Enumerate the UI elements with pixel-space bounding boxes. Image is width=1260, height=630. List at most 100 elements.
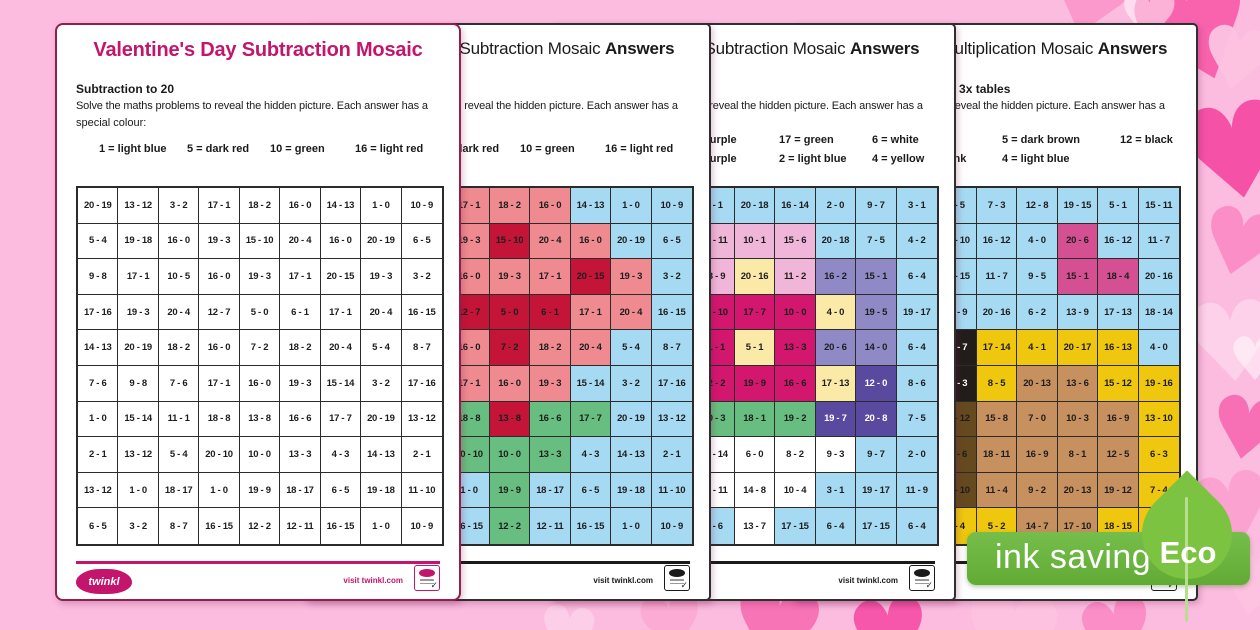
- grid-cell: 7 - 2: [239, 330, 281, 366]
- grid-cell: 16 - 0: [570, 223, 612, 260]
- grid-cell: 16 - 12: [1098, 223, 1139, 260]
- grid-cell: 16 - 14: [775, 188, 816, 224]
- grid-cell: 5 - 4: [611, 330, 652, 366]
- grid-cell: 12 - 8: [1017, 188, 1058, 224]
- grid-cell: 6 - 4: [896, 330, 937, 366]
- grid-cell: 17 - 15: [775, 508, 816, 544]
- grid-cell: 17 - 7: [320, 401, 362, 438]
- grid-cell: 15 - 14: [570, 365, 612, 402]
- grid-cell: 3 - 1: [815, 472, 857, 509]
- grid-cell: 8 - 7: [651, 330, 692, 366]
- grid-cell: 5 - 4: [361, 330, 402, 366]
- grid-cell: 16 - 2: [815, 259, 857, 295]
- grid-cell: 19 - 12: [1098, 472, 1139, 509]
- grid-cell: 19 - 2: [775, 401, 816, 438]
- grid-cell: 20 - 10: [199, 437, 240, 473]
- grid-cell: 5 - 4: [78, 223, 119, 260]
- worksheet-page-questions: Valentine's Day Subtraction Mosaic Subtr…: [55, 23, 461, 601]
- grid-cell: 18 - 14: [1138, 294, 1179, 331]
- grid-cell: 20 - 4: [158, 294, 200, 331]
- key-item: 10 = green: [270, 143, 325, 155]
- grid-cell: 3 - 2: [611, 365, 652, 402]
- grid-cell: 16 - 15: [320, 508, 362, 544]
- grid-cell: 7 - 2: [489, 330, 531, 366]
- grid-cell: 8 - 6: [896, 365, 937, 402]
- key-item: 4 = light blue: [1002, 153, 1070, 165]
- grid-cell: 8 - 7: [401, 330, 442, 366]
- grid-cell: 20 - 6: [1057, 223, 1099, 260]
- grid-cell: 18 - 1: [734, 401, 776, 438]
- key-item: 16 = light red: [605, 143, 674, 155]
- grid-cell: 16 - 0: [530, 188, 571, 224]
- grid-cell: 14 - 13: [78, 330, 119, 366]
- grid-cell: 20 - 17: [1057, 330, 1099, 366]
- grid-cell: 9 - 8: [118, 365, 159, 402]
- grid-cell: 18 - 2: [280, 330, 321, 366]
- grid-cell: 19 - 3: [239, 259, 281, 295]
- grid-cell: 1 - 0: [611, 188, 652, 224]
- grid-cell: 17 - 16: [401, 365, 442, 402]
- grid-cell: 20 - 4: [570, 330, 612, 366]
- grid-cell: 11 - 4: [976, 472, 1018, 509]
- grid-cell: 20 - 16: [976, 294, 1018, 331]
- grid-cell: 20 - 19: [611, 401, 652, 438]
- key-item: 12 = black: [1120, 134, 1173, 146]
- grid-cell: 5 - 0: [489, 294, 531, 331]
- grid-cell: 4 - 0: [1138, 330, 1179, 366]
- grid-cell: 2 - 0: [815, 188, 857, 224]
- key-item: 10 = green: [520, 143, 575, 155]
- grid-cell: 1 - 0: [118, 472, 159, 509]
- grid-cell: 18 - 2: [489, 188, 531, 224]
- grid-cell: 11 - 2: [775, 259, 816, 295]
- grid-cell: 20 - 19: [78, 188, 119, 224]
- grid-cell: 17 - 1: [118, 259, 159, 295]
- grid-cell: 17 - 13: [815, 365, 857, 402]
- grid-cell: 20 - 8: [856, 401, 897, 438]
- grid-cell: 16 - 0: [239, 365, 281, 402]
- grid-cell: 20 - 4: [530, 223, 571, 260]
- grid-cell: 15 - 12: [1098, 365, 1139, 402]
- grid-cell: 14 - 0: [856, 330, 897, 366]
- grid-cell: 19 - 3: [611, 259, 652, 295]
- grid-cell: 7 - 3: [976, 188, 1018, 224]
- grid-cell: 10 - 9: [401, 188, 442, 224]
- grid-cell: 8 - 7: [158, 508, 200, 544]
- grid-cell: 12 - 0: [856, 365, 897, 402]
- grid-cell: 10 - 0: [489, 437, 531, 473]
- key-item: 6 = white: [872, 134, 919, 146]
- grid-cell: 8 - 1: [1057, 437, 1099, 473]
- grid-cell: 16 - 0: [489, 365, 531, 402]
- grid-cell: 15 - 14: [118, 401, 159, 438]
- grid-cell: 9 - 5: [1017, 259, 1058, 295]
- grid-cell: 6 - 1: [530, 294, 571, 331]
- grid-cell: 20 - 13: [1057, 472, 1099, 509]
- grid-cell: 12 - 2: [489, 508, 531, 544]
- badge-line: [670, 582, 684, 584]
- grid-cell: 6 - 5: [651, 223, 692, 260]
- grid-cell: 19 - 9: [734, 365, 776, 402]
- grid-cell: 15 - 11: [1138, 188, 1179, 224]
- grid-cell: 10 - 5: [158, 259, 200, 295]
- grid-cell: 7 - 0: [1017, 401, 1058, 438]
- grid-cell: 12 - 2: [239, 508, 281, 544]
- grid-cell: 20 - 6: [815, 330, 857, 366]
- grid-cell: 2 - 1: [78, 437, 119, 473]
- grid-cell: 5 - 1: [1098, 188, 1139, 224]
- grid-cell: 10 - 9: [651, 188, 692, 224]
- grid-cell: 1 - 0: [361, 188, 402, 224]
- grid-cell: 20 - 19: [118, 330, 159, 366]
- badge-line: [420, 582, 434, 584]
- grid-cell: 16 - 9: [1017, 437, 1058, 473]
- grid-cell: 17 - 14: [976, 330, 1018, 366]
- grid-cell: 20 - 19: [361, 401, 402, 438]
- page-title-answers: Answers: [604, 39, 675, 58]
- page-title-answers: Answers: [849, 39, 920, 58]
- footer-rule: [571, 561, 935, 564]
- twinkl-logo: twinkl: [76, 569, 132, 594]
- grid-cell: 6 - 1: [280, 294, 321, 331]
- footer-rule: [76, 561, 440, 564]
- grid-cell: 9 - 7: [856, 188, 897, 224]
- grid-cell: 19 - 9: [239, 472, 281, 509]
- grid-cell: 19 - 3: [280, 365, 321, 402]
